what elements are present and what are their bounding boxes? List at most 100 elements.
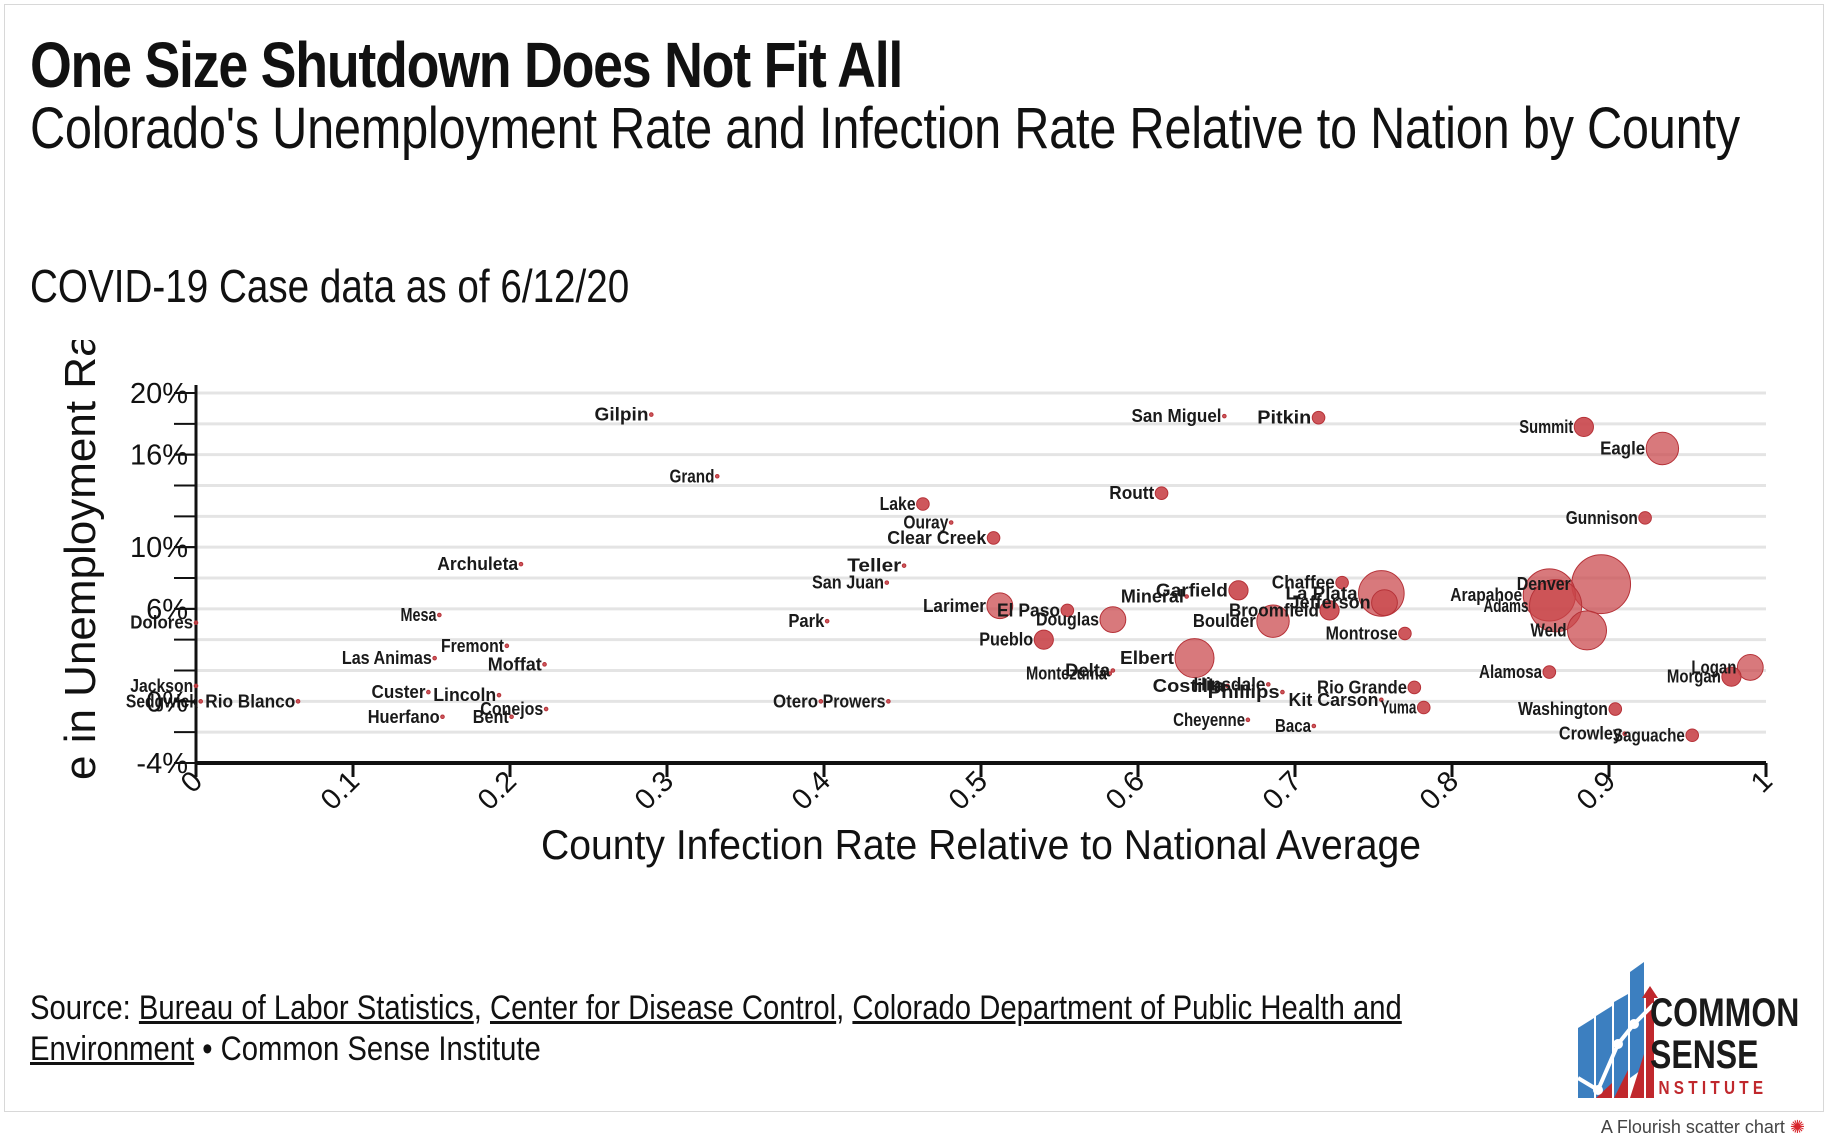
flourish-credit[interactable]: A Flourish scatter chart ✺	[1601, 1117, 1805, 1138]
scatter-point[interactable]	[1311, 410, 1326, 425]
scatter-point[interactable]	[1174, 638, 1215, 679]
scatter-point[interactable]	[1398, 626, 1412, 641]
scatter-point[interactable]	[1573, 416, 1594, 438]
data-points	[193, 410, 1764, 743]
scatter-point[interactable]	[295, 699, 301, 704]
scatter-point[interactable]	[948, 520, 954, 525]
point-label: Weld	[1531, 620, 1567, 640]
scatter-point[interactable]	[432, 655, 437, 661]
scatter-point[interactable]	[1266, 682, 1271, 687]
scatter-point[interactable]	[1335, 575, 1349, 590]
point-label: El Paso	[997, 600, 1060, 620]
scatter-point[interactable]	[886, 699, 891, 704]
scatter-point[interactable]	[916, 497, 930, 511]
point-label: San Miguel	[1132, 406, 1222, 426]
point-label: Larimer	[923, 596, 986, 616]
point-label: Fremont	[441, 636, 504, 656]
point-label: Broomfield	[1229, 600, 1319, 620]
scatter-point[interactable]	[1622, 731, 1627, 737]
point-label: Bent	[473, 707, 509, 727]
scatter-point[interactable]	[198, 699, 204, 704]
point-label: Pueblo	[979, 630, 1033, 650]
logo-line-institute: INSTITUTE	[1650, 1078, 1768, 1098]
y-tick-label: 0%	[146, 686, 188, 718]
common-sense-institute-logo-icon	[1576, 962, 1658, 1098]
scatter-point[interactable]	[426, 689, 431, 695]
scatter-point[interactable]	[824, 618, 830, 624]
point-label: Lake	[880, 494, 916, 514]
source-link-cdphe[interactable]: Colorado Department of Public Health and…	[30, 989, 1402, 1068]
logo-line-common: COMMON	[1650, 991, 1800, 1035]
scatter-point[interactable]	[986, 592, 1014, 620]
point-label: Arapahoe	[1450, 585, 1522, 605]
point-label: Otero	[773, 691, 818, 711]
scatter-point[interactable]	[884, 580, 890, 585]
point-label: Alamosa	[1479, 662, 1543, 682]
scatter-point[interactable]	[1107, 671, 1113, 676]
source-link-bls[interactable]: Bureau of Labor Statistics	[138, 989, 474, 1027]
scatter-point[interactable]	[542, 662, 547, 667]
scatter-point[interactable]	[901, 563, 907, 568]
scatter-point[interactable]	[1099, 606, 1127, 634]
point-label: Jefferson	[1290, 593, 1371, 613]
scatter-point[interactable]	[1225, 683, 1230, 689]
y-tick-label: 20%	[130, 378, 188, 410]
scatter-point[interactable]	[1608, 702, 1623, 716]
scatter-point[interactable]	[1222, 413, 1227, 419]
scatter-point[interactable]	[1371, 589, 1398, 617]
point-label: Gunnison	[1566, 508, 1638, 528]
scatter-point[interactable]	[1319, 600, 1340, 621]
scatter-point[interactable]	[1060, 603, 1075, 618]
scatter-point[interactable]	[818, 699, 824, 704]
scatter-point[interactable]	[440, 714, 445, 720]
scatter-point[interactable]	[543, 706, 549, 712]
scatter-point[interactable]	[649, 412, 654, 417]
scatter-point[interactable]	[1645, 431, 1680, 466]
point-label: Sedgwick	[126, 691, 199, 711]
scatter-point[interactable]	[1184, 594, 1189, 599]
scatter-point[interactable]	[1416, 700, 1431, 715]
scatter-point[interactable]	[1567, 610, 1608, 651]
scatter-point[interactable]	[193, 620, 199, 626]
x-tick-label: 0.5	[943, 765, 994, 816]
y-tick-label: 16%	[130, 440, 188, 472]
scatter-point[interactable]	[1685, 728, 1700, 743]
scatter-point[interactable]	[504, 643, 510, 649]
scatter-point[interactable]	[437, 612, 442, 618]
scatter-point[interactable]	[509, 714, 514, 720]
scatter-point[interactable]	[986, 531, 1001, 545]
point-label: Kit Carson	[1289, 690, 1379, 710]
point-label: Lincoln	[433, 685, 496, 705]
scatter-point[interactable]	[1311, 723, 1317, 729]
scatter-point[interactable]	[1736, 654, 1764, 681]
point-label: Baca	[1275, 716, 1312, 736]
scatter-point[interactable]	[714, 473, 720, 479]
point-label: Elbert	[1120, 648, 1174, 668]
scatter-point[interactable]	[518, 561, 524, 567]
logo-wordmark: COMMON SENSE INSTITUTE	[1650, 992, 1825, 1100]
scatter-point[interactable]	[193, 683, 199, 689]
scatter-point[interactable]	[1154, 486, 1169, 501]
scatter-point[interactable]	[496, 692, 502, 698]
point-label: Adams	[1484, 596, 1529, 616]
y-tick-label: -4%	[136, 748, 188, 780]
scatter-point[interactable]	[1033, 629, 1054, 650]
scatter-point[interactable]	[1638, 511, 1652, 525]
scatter-point[interactable]	[1407, 680, 1422, 695]
scatter-point[interactable]	[1256, 604, 1290, 638]
point-label: Clear Creek	[887, 528, 987, 548]
source-link-cdc[interactable]: Center for Disease Control	[489, 989, 837, 1027]
x-axis-ticks: 0 0.1 0.2 0.3 0.4 0.5 0.6 0.7 0.8 0.9 1	[175, 763, 1779, 816]
scatter-point[interactable]	[1379, 697, 1384, 703]
y-axis-ticks: -4% 0% 6% 10% 16% 20%	[130, 378, 196, 780]
point-labels: Gilpin San Miguel Pitkin Summit Eagle Grand Ro…	[126, 405, 1736, 746]
source-suffix: • Common Sense Institute	[202, 1030, 541, 1068]
scatter-point[interactable]	[1542, 665, 1557, 679]
scatter-point[interactable]	[1529, 579, 1583, 633]
scatter-point[interactable]	[1245, 717, 1251, 723]
scatter-point[interactable]	[1228, 580, 1249, 601]
source-line: Source: Bureau of Labor Statistics, Cent…	[30, 988, 1569, 1070]
scatter-point[interactable]	[1721, 666, 1742, 687]
scatter-point[interactable]	[1280, 689, 1285, 695]
scatter-point[interactable]	[1110, 668, 1116, 673]
